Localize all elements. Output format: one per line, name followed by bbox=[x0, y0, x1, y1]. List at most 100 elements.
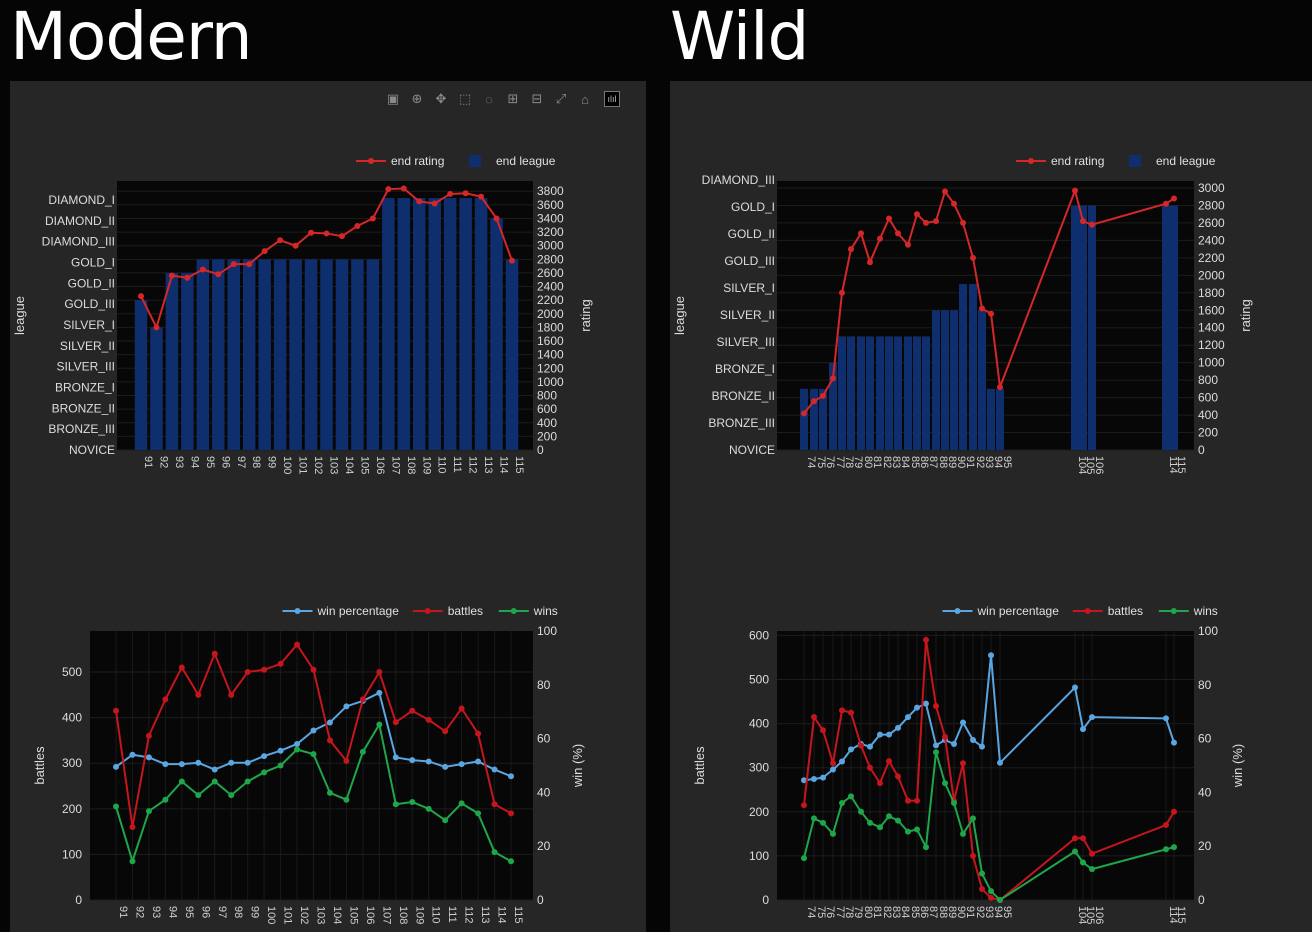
wild-league-x-tick: 83 bbox=[890, 456, 902, 468]
wild-league-y2-tick: 0 bbox=[1198, 443, 1205, 457]
modern-league-y2-tick: 600 bbox=[537, 402, 557, 416]
wild-battles-winpct-point bbox=[1072, 684, 1078, 691]
camera-icon[interactable]: ▣ bbox=[386, 91, 400, 106]
modern-battles-winpct-point bbox=[392, 754, 399, 761]
wild-league-y2-tick: 3000 bbox=[1198, 181, 1225, 195]
legend-marker-wins bbox=[1170, 608, 1177, 614]
wild-battles-battles-point bbox=[970, 852, 976, 859]
wild-battles-x-tick: 82 bbox=[881, 906, 893, 918]
wild-battles-x-tick: 94 bbox=[992, 906, 1004, 918]
wild-battles-x-tick: 84 bbox=[899, 906, 911, 918]
modern-battles-y1-tick: 0 bbox=[75, 893, 82, 907]
modern-battles-x-tick: 111 bbox=[446, 906, 458, 923]
wild-league-bar bbox=[885, 336, 893, 450]
zoom-icon[interactable]: ⊕ bbox=[411, 91, 423, 106]
wild-league-x-tick: 86 bbox=[918, 456, 930, 468]
modern-battles-wins-point bbox=[178, 778, 185, 785]
wild-battles-x-tick: 79 bbox=[852, 906, 864, 918]
wild-battles-battles-point bbox=[858, 742, 864, 749]
modern-battles-wins-point bbox=[145, 808, 152, 815]
wild-battles-x-tick: 105 bbox=[1084, 906, 1096, 924]
wild-league-y2-tick: 1200 bbox=[1198, 338, 1225, 352]
modern-battles-y2-tick: 60 bbox=[537, 732, 551, 746]
wild-league-rating-point bbox=[839, 289, 845, 296]
modern-battles-x-tick: 105 bbox=[347, 906, 359, 924]
wild-league-rating-point bbox=[970, 254, 976, 261]
modern-battles-wins-point bbox=[195, 792, 202, 799]
wild-league-y1-tick: GOLD_III bbox=[724, 254, 775, 268]
modern-battles-winpct-point bbox=[376, 689, 383, 696]
zoom-out-icon[interactable]: ⊟ bbox=[531, 91, 543, 106]
modern-league-y1-tick: DIAMOND_I bbox=[48, 193, 115, 207]
modern-battles-winpct-point bbox=[277, 747, 284, 754]
modern-battles-wins-point bbox=[409, 798, 416, 805]
wild-battles-x-tick: 76 bbox=[824, 906, 836, 918]
modern-charts[interactable]: 0200400600800100012001400160018002000220… bbox=[10, 81, 646, 932]
wild-league-x-tick: 106 bbox=[1093, 456, 1105, 474]
wild-league-bar bbox=[829, 362, 837, 450]
modern-battles-x-tick: 115 bbox=[512, 906, 524, 924]
zoom-in-icon[interactable]: ⊞ bbox=[507, 91, 519, 106]
modern-league-rating-point bbox=[308, 229, 315, 236]
wild-battles-battles-point bbox=[877, 780, 883, 787]
wild-battles-x-tick: 85 bbox=[909, 906, 921, 918]
modern-league-x-tick: 101 bbox=[297, 456, 309, 474]
wild-league-rating-point bbox=[933, 218, 939, 225]
wild-league-bar bbox=[987, 388, 995, 450]
modern-league-y2-tick: 1600 bbox=[537, 334, 564, 348]
wild-battles-wins-point bbox=[895, 817, 901, 824]
modern-league-y1-tick: GOLD_III bbox=[64, 297, 115, 311]
wild-battles-x-tick: 89 bbox=[946, 906, 958, 918]
wild-league-bar bbox=[894, 336, 902, 450]
wild-league-rating-point bbox=[1080, 218, 1086, 225]
modern-battles-y1-tick: 300 bbox=[62, 756, 82, 770]
wild-battles-battles-point bbox=[942, 733, 948, 740]
modern-league-x-tick: 98 bbox=[250, 456, 262, 468]
wild-battles-wins-point bbox=[979, 870, 985, 877]
modern-league-y1-tick: BRONZE_II bbox=[52, 401, 115, 415]
modern-league-rating-point bbox=[184, 274, 191, 281]
wild-league-bar bbox=[932, 310, 940, 450]
wild-title: Wild bbox=[670, 0, 809, 75]
modern-league-bar bbox=[150, 327, 163, 450]
modern-league-rating-point bbox=[400, 185, 407, 192]
legend-label-winpct: win percentage bbox=[977, 604, 1060, 618]
wild-league-x-tick: 82 bbox=[881, 456, 893, 468]
modern-league-bar bbox=[335, 259, 349, 450]
modern-battles-x-tick: 101 bbox=[282, 906, 294, 924]
wild-battles-y2-tick: 60 bbox=[1198, 732, 1212, 746]
modern-league-y1-tick: NOVICE bbox=[69, 443, 115, 457]
modern-league-rating-point bbox=[385, 186, 392, 193]
modern-league-x-tick: 107 bbox=[389, 456, 401, 474]
wild-league-bar bbox=[959, 284, 967, 450]
reset-axes-icon[interactable]: ⌂ bbox=[581, 91, 589, 107]
wild-battles-wins-point bbox=[997, 897, 1003, 903]
box-select-icon[interactable]: ⬚ bbox=[458, 91, 472, 106]
plotly-logo-icon[interactable]: ılıl bbox=[604, 91, 620, 107]
autoscale-icon[interactable]: ⤢ bbox=[555, 91, 567, 106]
wild-league-x-tick: 78 bbox=[843, 456, 855, 468]
modern-league-y2-tick: 3600 bbox=[537, 198, 564, 212]
modern-battles-y1-tick: 200 bbox=[62, 802, 82, 816]
wild-league-y2-tick: 800 bbox=[1198, 373, 1218, 387]
wild-league-rating-point bbox=[1171, 195, 1177, 202]
modern-battles-x-tick: 106 bbox=[364, 906, 376, 924]
wild-battles-battles-point bbox=[960, 760, 966, 767]
modern-league-bar bbox=[443, 198, 457, 450]
modern-league-y2-tick: 3400 bbox=[537, 211, 564, 225]
wild-battles-winpct-point bbox=[867, 743, 873, 750]
legend-swatch-league bbox=[469, 155, 481, 167]
modern-battles-wins-point bbox=[113, 803, 119, 810]
modern-battles-winpct-point bbox=[178, 761, 185, 768]
legend-label-battles: battles bbox=[1108, 604, 1143, 618]
modern-league-rating-point bbox=[323, 230, 330, 237]
wild-charts[interactable]: 0200400600800100012001400160018002000220… bbox=[670, 81, 1312, 932]
wild-league-rating-point bbox=[1072, 187, 1078, 194]
modern-league-x-tick: 100 bbox=[281, 456, 293, 474]
lasso-icon[interactable]: ◌ bbox=[485, 91, 493, 107]
modern-battles-battles-point bbox=[491, 801, 498, 808]
wild-league-x-tick: 91 bbox=[964, 456, 976, 468]
pan-icon[interactable]: ✥ bbox=[435, 91, 447, 106]
modern-battles-y1-tick: 500 bbox=[62, 665, 82, 679]
modern-battles-x-tick: 109 bbox=[413, 906, 425, 924]
